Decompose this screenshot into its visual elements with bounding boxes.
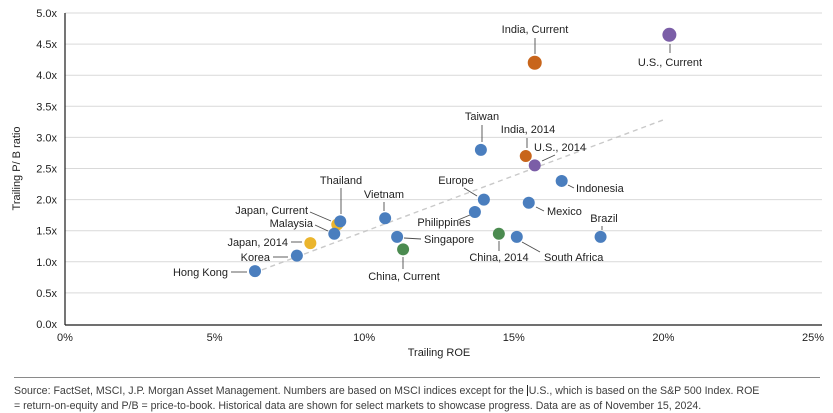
y-tick-label: 1.5x (36, 226, 57, 238)
point-label: Taiwan (465, 111, 499, 123)
y-tick-label: 2.0x (36, 195, 57, 207)
point-label: U.S., Current (638, 57, 702, 69)
point-label: Malaysia (270, 218, 314, 230)
point-japan-2014 (304, 237, 317, 250)
point-label: Mexico (547, 206, 582, 218)
footnote-text: U.S., which is based on the S&P 500 Inde… (528, 385, 760, 397)
x-tick-label: 20% (652, 332, 674, 344)
x-tick-label: 25% (802, 332, 824, 344)
point-label: Hong Kong (173, 267, 228, 279)
point-label: China, 2014 (469, 252, 528, 264)
point-u-s-current (662, 27, 677, 42)
y-tick-label: 4.5x (36, 39, 57, 51)
footnote-text: Source: FactSet, MSCI, J.P. Morgan Asset… (14, 385, 524, 397)
label-leader-line (463, 187, 478, 197)
point-china-current (397, 243, 410, 256)
label-leader-line (535, 206, 545, 212)
point-label: Brazil (590, 213, 618, 225)
point-malaysia (328, 227, 341, 240)
x-tick-label: 0% (57, 332, 73, 344)
point-label: India, 2014 (501, 124, 555, 136)
point-brazil (594, 230, 607, 243)
y-tick-label: 3.0x (36, 132, 57, 144)
text-cursor-artifact (526, 385, 528, 396)
point-korea (290, 249, 303, 262)
point-label: South Africa (544, 252, 604, 264)
point-china-2014 (492, 227, 505, 240)
point-label: Singapore (424, 234, 474, 246)
y-tick-label: 1.0x (36, 257, 57, 269)
point-india-current (527, 55, 542, 70)
point-label: Japan, Current (235, 205, 308, 217)
footnote-line-1: Source: FactSet, MSCI, J.P. Morgan Asset… (14, 384, 820, 399)
point-hong-kong (248, 265, 261, 278)
label-leader-line (309, 211, 332, 222)
point-taiwan (474, 143, 487, 156)
source-note: Source: FactSet, MSCI, J.P. Morgan Asset… (14, 377, 820, 413)
point-mexico (522, 196, 535, 209)
point-europe (477, 193, 490, 206)
point-india-2014 (519, 150, 532, 163)
y-tick-label: 0.0x (36, 319, 57, 331)
scatter-chart: 0.0x 0.5x 1.0x 1.5x 2.0x 2.5x 3.0x 3.5x 4.0x 4.5x… (11, 8, 824, 359)
point-label: U.S., 2014 (534, 142, 586, 154)
label-leader-line (567, 184, 575, 189)
point-label: Indonesia (576, 183, 625, 195)
y-axis-title: Trailing P/ B ratio (11, 127, 23, 211)
label-leader-line (541, 154, 556, 162)
x-tick-label: 15% (503, 332, 525, 344)
point-label: China, Current (368, 271, 440, 283)
point-thailand (334, 215, 347, 228)
footnote-line-2: = return-on-equity and P/B = price-to-bo… (14, 400, 702, 413)
point-south-africa (510, 230, 523, 243)
point-indonesia (555, 174, 568, 187)
point-label: Vietnam (364, 189, 404, 201)
point-label: Japan, 2014 (227, 237, 288, 249)
trendline (253, 118, 667, 274)
y-tick-label: 5.0x (36, 8, 57, 20)
y-tick-label: 0.5x (36, 288, 57, 300)
x-tick-label: 10% (353, 332, 375, 344)
point-vietnam (379, 212, 392, 225)
point-singapore (391, 230, 404, 243)
point-label: Europe (438, 175, 473, 187)
point-label: Thailand (320, 175, 362, 187)
y-tick-label: 3.5x (36, 101, 57, 113)
point-label: India, Current (502, 24, 569, 36)
label-leader-line (403, 237, 422, 240)
x-tick-label: 5% (207, 332, 223, 344)
y-tick-label: 2.5x (36, 164, 57, 176)
point-philippines (468, 206, 481, 219)
point-label: Korea (241, 252, 271, 264)
label-leader-line (457, 214, 471, 221)
point-u-s-2014 (528, 159, 541, 172)
x-axis-title: Trailing ROE (408, 347, 471, 359)
label-leader-line (314, 224, 329, 232)
label-leader-line (521, 241, 541, 253)
y-tick-label: 4.0x (36, 70, 57, 82)
point-label: Philippines (417, 217, 471, 229)
